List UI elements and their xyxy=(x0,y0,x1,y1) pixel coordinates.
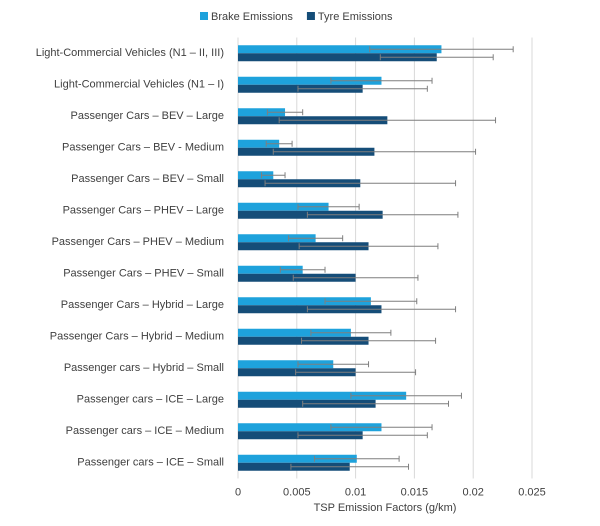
bar xyxy=(238,328,351,337)
legend-label: Tyre Emissions xyxy=(318,11,393,23)
error-bar xyxy=(306,211,459,218)
error-bar xyxy=(279,266,326,273)
error-bar xyxy=(297,85,428,92)
legend-label: Brake Emissions xyxy=(211,11,293,23)
bar xyxy=(238,108,286,117)
bar xyxy=(238,454,357,463)
x-tick-label: 0.015 xyxy=(401,486,429,498)
bar xyxy=(238,76,382,85)
legend: Brake Emissions Tyre Emissions xyxy=(200,11,393,23)
x-tick-label: 0.01 xyxy=(345,486,366,498)
error-bar xyxy=(330,77,433,84)
bar xyxy=(238,297,371,306)
error-bar xyxy=(278,117,497,124)
y-tick-label: Light-Commercial Vehicles (N1 – I) xyxy=(54,79,224,91)
y-tick-label: Passenger Cars – Hybrid – Large xyxy=(61,299,224,311)
bar xyxy=(238,139,280,148)
error-bar xyxy=(369,46,514,53)
y-tick-label: Passenger cars – Hybrid – Small xyxy=(64,362,224,374)
bar xyxy=(238,265,303,274)
error-bar xyxy=(297,432,428,439)
error-bar xyxy=(310,329,392,336)
error-bar xyxy=(288,235,344,242)
bar xyxy=(238,423,382,432)
error-bar xyxy=(297,203,360,210)
error-bar xyxy=(266,109,304,116)
error-bar xyxy=(330,424,433,431)
y-tick-label: Passenger Cars – BEV – Large xyxy=(71,110,224,122)
error-bar xyxy=(292,274,419,281)
y-tick-label: Passenger Cars – BEV - Medium xyxy=(62,142,224,154)
bar xyxy=(238,202,329,211)
y-tick-label: Passenger Cars – PHEV – Medium xyxy=(52,236,224,248)
error-bar xyxy=(261,172,286,179)
error-bar xyxy=(350,392,462,399)
bar xyxy=(238,234,316,243)
error-bar xyxy=(272,148,477,155)
y-tick-label: Passenger Cars – BEV – Small xyxy=(71,173,224,185)
error-bar xyxy=(301,337,437,344)
error-bar xyxy=(302,400,450,407)
error-bar xyxy=(297,361,370,368)
x-tick-label: 0 xyxy=(235,486,241,498)
y-tick-label: Passenger cars – ICE – Small xyxy=(77,457,224,469)
bar xyxy=(238,360,334,369)
x-tick-label: 0.025 xyxy=(518,486,546,498)
error-bar xyxy=(306,306,457,313)
error-bar xyxy=(265,140,293,147)
x-axis-title: TSP Emission Factors (g/km) xyxy=(314,502,457,514)
legend-swatch xyxy=(200,12,208,20)
legend-swatch xyxy=(306,12,315,20)
error-bar xyxy=(298,243,439,250)
y-tick-label: Passenger Cars – PHEV – Small xyxy=(63,268,224,280)
error-bar xyxy=(290,463,410,470)
x-tick-label: 0.005 xyxy=(283,486,311,498)
y-tick-label: Passenger cars – ICE – Large xyxy=(77,394,224,406)
y-tick-label: Passenger Cars – Hybrid – Medium xyxy=(50,331,224,343)
bar xyxy=(238,391,407,400)
x-tick-label: 0.02 xyxy=(462,486,483,498)
bar xyxy=(238,53,437,62)
error-bar xyxy=(295,369,417,376)
bar xyxy=(238,45,442,54)
error-bar xyxy=(379,54,494,61)
y-tick-label: Passenger cars – ICE – Medium xyxy=(66,425,224,437)
error-bar xyxy=(313,455,400,462)
error-bar xyxy=(324,298,418,305)
error-bar xyxy=(264,180,457,187)
y-tick-label: Passenger Cars – PHEV – Large xyxy=(63,205,224,217)
bar xyxy=(238,171,274,180)
y-tick-label: Light-Commercial Vehicles (N1 – II, III) xyxy=(36,47,224,59)
